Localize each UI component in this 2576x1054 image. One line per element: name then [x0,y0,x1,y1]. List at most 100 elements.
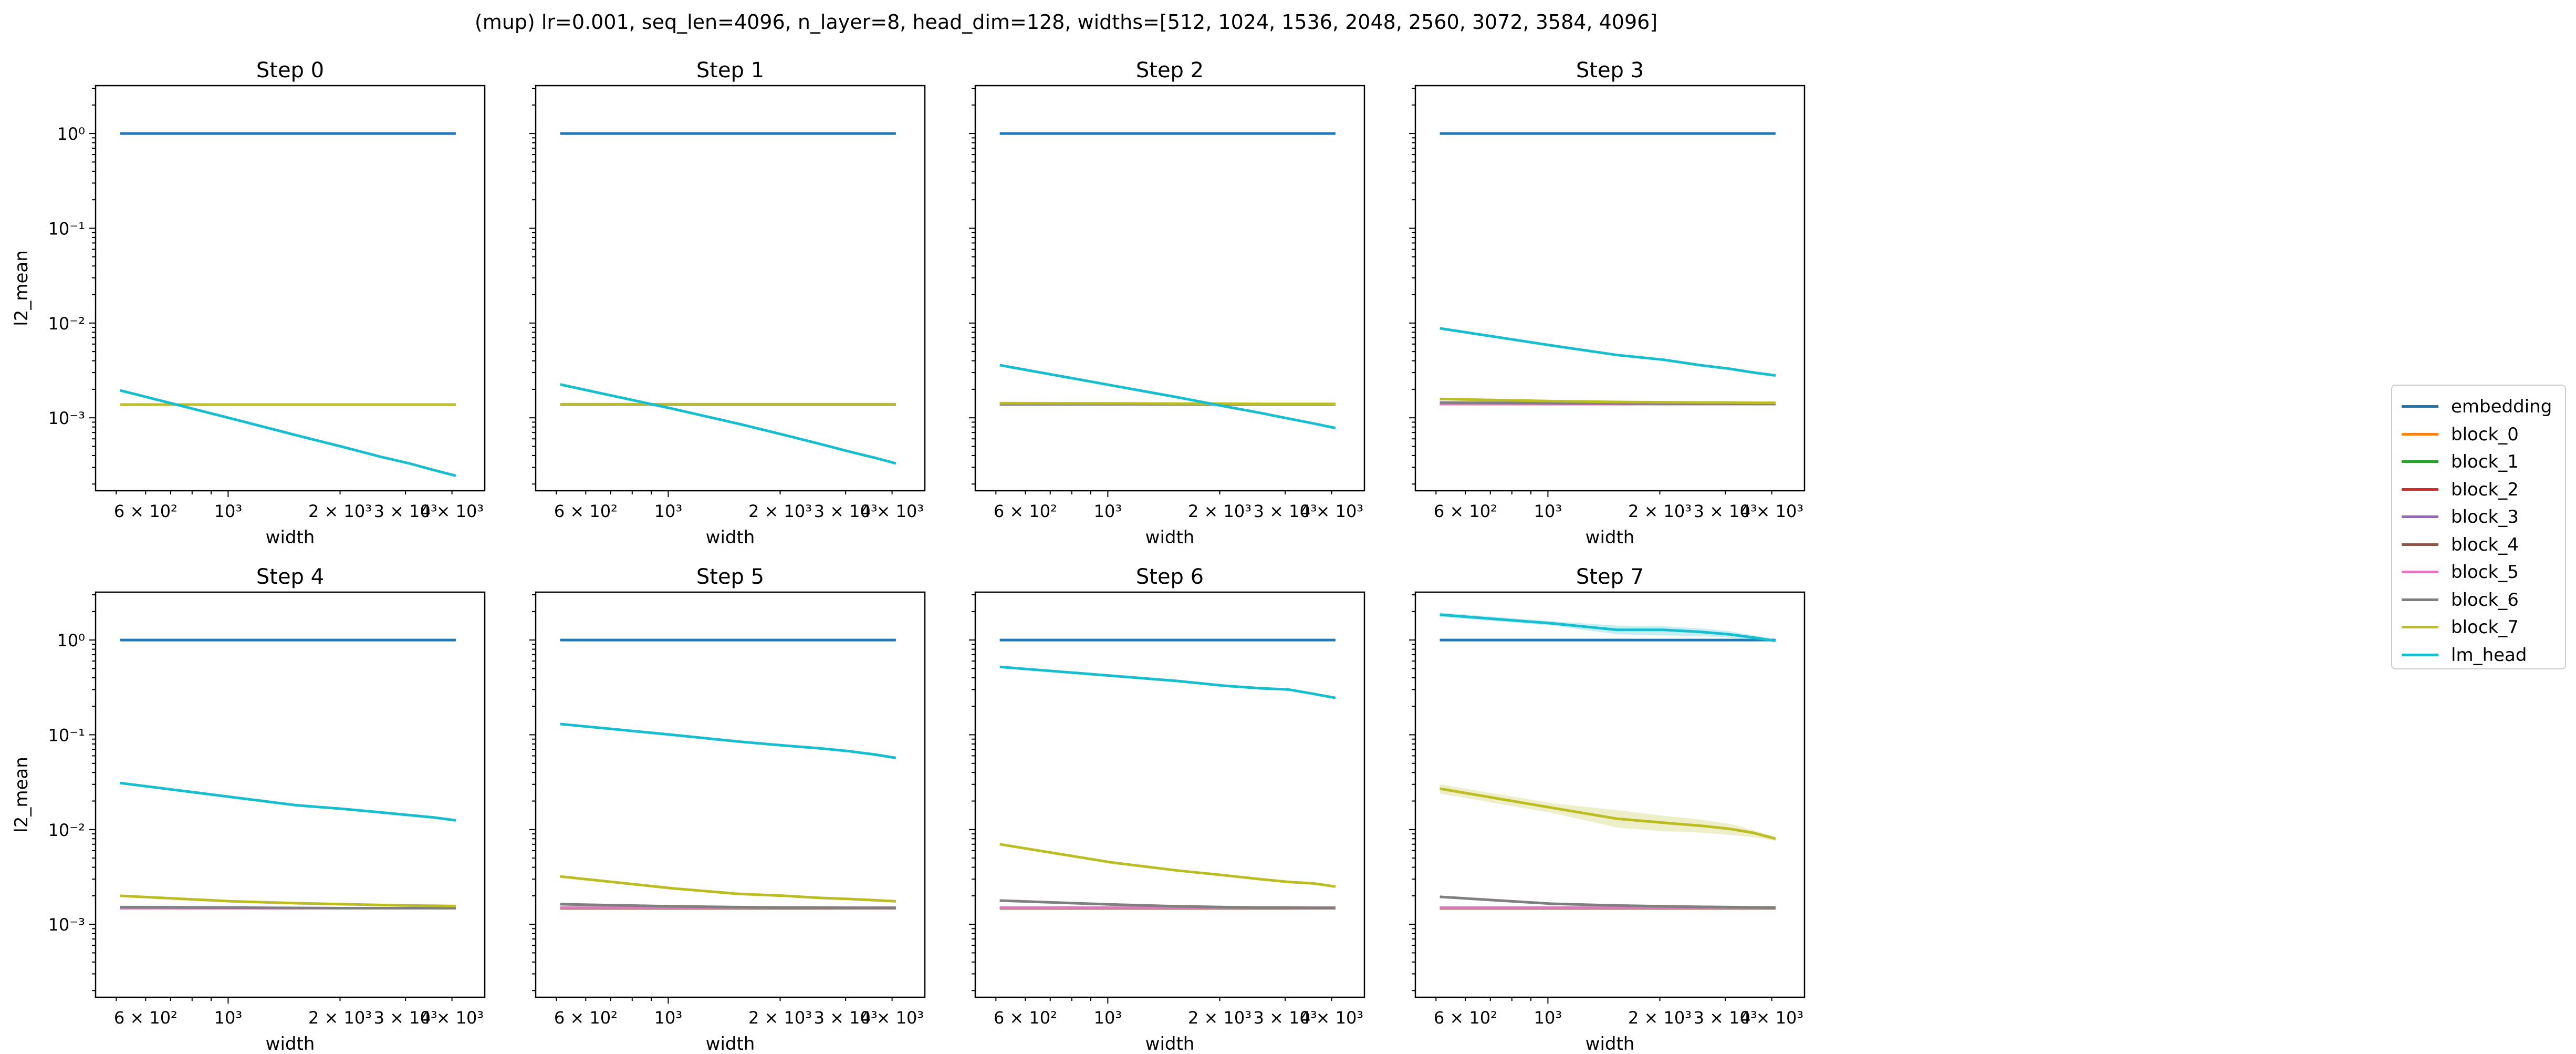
x-tick-label: 6 × 10² [1434,501,1497,521]
y-axis-label: l2_mean [11,757,32,833]
x-tick-label: 6 × 10² [994,501,1057,521]
x-tick-label: 6 × 10² [554,501,618,521]
legend-item-block-4: block_4 [2392,531,2565,559]
x-tick-label: 10³ [1534,501,1562,521]
legend-swatch [2402,432,2438,436]
series-band-block-7 [1440,784,1776,841]
legend-label: block_7 [2451,617,2519,638]
y-tick-label: 10⁻³ [48,915,85,935]
legend-label: block_6 [2451,589,2519,611]
x-tick-label: 3 × 10³ [1694,1008,1757,1028]
legend: embedding block_0 block_1 block_2 block_3 blo… [2391,385,2566,669]
legend-label: block_2 [2451,479,2519,500]
x-tick-label: 10³ [654,1008,683,1028]
axes-frame [974,591,1365,998]
legend-label: block_4 [2451,534,2519,555]
x-tick-label: 4 × 10³ [420,501,484,521]
x-tick-label: 4 × 10³ [860,501,924,521]
subplot-title: Step 7 [1576,565,1644,589]
legend-swatch [2402,571,2438,573]
legend-item-block-1: block_1 [2392,448,2565,476]
x-tick-label: 10³ [654,501,683,521]
legend-swatch [2402,626,2438,628]
series-line-block-6 [999,899,1336,910]
legend-item-block-3: block_3 [2392,503,2565,531]
x-axis-label: width [266,1034,315,1054]
axes-frame [95,591,486,998]
x-tick-label: 2 × 10³ [1188,1008,1252,1028]
series-line-lm-head [120,781,456,822]
x-axis-label: width [266,527,315,548]
subplot-title: Step 6 [1136,565,1204,589]
series-line-block-6 [560,903,896,910]
subplot-title: Step 0 [256,58,324,82]
series-line-lm-head [560,722,896,759]
x-tick-label: 4 × 10³ [1300,501,1363,521]
axes-frame [535,591,926,998]
series-band-lm-head [1440,612,1776,643]
series-line-block-6 [120,905,456,910]
legend-item-block-6: block_6 [2392,586,2565,614]
subplot-step-0: Step 0 width l2_mean 6 × 10² 10³ 2 × 10³ 3 × 1… [11,58,486,548]
x-tick-label: 2 × 10³ [1628,501,1692,521]
x-axis-label: width [1145,1034,1195,1054]
series-line-lm-head [999,665,1336,699]
series-line-block-6 [1440,895,1776,909]
x-tick-label: 3 × 10³ [814,501,878,521]
series-line-block-7 [999,401,1336,406]
x-tick-label: 6 × 10² [114,1008,178,1028]
legend-swatch [2402,598,2438,601]
plot-area [119,132,456,477]
subplot-title: Step 1 [696,58,764,82]
legend-item-lm-head: lm_head [2392,642,2565,669]
legend-swatch [2402,460,2438,463]
subplot-title: Step 3 [1576,58,1644,82]
series-line-block-7 [1440,397,1776,405]
subplot-step-4: Step 4 width l2_mean 6 × 10² 10³ 2 × 10³ 3 × 1… [11,565,486,1054]
x-tick-label: 3 × 10³ [814,1008,878,1028]
x-tick-label: 10³ [1534,1008,1562,1028]
legend-label: block_0 [2451,423,2519,445]
y-tick-label: 10⁻¹ [48,725,85,745]
subplot-title: Step 5 [696,565,764,589]
legend-swatch [2402,405,2438,408]
legend-label: block_5 [2451,562,2519,583]
x-tick-label: 3 × 10³ [1694,501,1757,521]
x-tick-label: 6 × 10² [994,1008,1057,1028]
axes-frame [535,85,926,492]
legend-label: lm_head [2451,644,2527,666]
plot-area [120,638,456,910]
plot-area [560,132,896,465]
y-tick-label: 10⁻² [48,820,85,840]
x-tick-label: 10³ [1094,1008,1122,1028]
x-axis-label: width [706,1034,755,1054]
axes-frame [1414,591,1806,998]
figure-suptitle: (mup) lr=0.001, seq_len=4096, n_layer=8,… [475,11,1657,34]
x-axis-label: width [706,527,755,548]
legend-swatch [2402,488,2438,491]
plot-area [560,638,896,910]
x-tick-label: 10³ [1094,501,1122,521]
axes-frame [974,85,1365,492]
subplot-title: Step 2 [1136,58,1204,82]
x-tick-label: 10³ [214,501,243,521]
legend-swatch [2402,515,2438,518]
x-tick-label: 10³ [214,1008,243,1028]
y-tick-label: 10⁰ [57,631,85,650]
legend-item-block-0: block_0 [2392,421,2565,448]
series-line-block-7 [560,875,896,903]
x-tick-label: 4 × 10³ [1740,1008,1803,1028]
legend-item-block-2: block_2 [2392,476,2565,503]
y-tick-label: 10⁰ [57,124,85,144]
x-tick-label: 4 × 10³ [1740,501,1803,521]
series-line-lm-head [1440,327,1776,377]
x-axis-label: width [1586,1034,1635,1054]
plot-area [999,132,1336,430]
series-line-lm-head [999,364,1336,430]
